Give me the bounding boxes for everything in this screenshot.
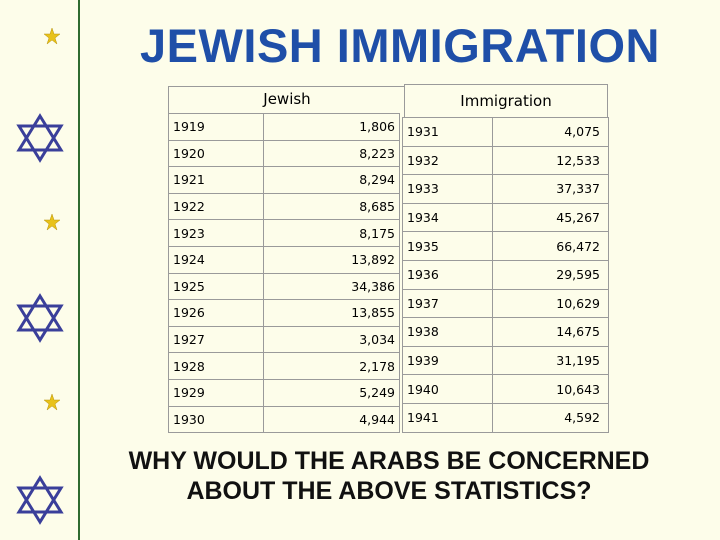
table-row: 1932 12,533	[402, 145, 609, 176]
year-cell: 1930	[168, 405, 264, 434]
year-cell: 1920	[168, 139, 264, 168]
year-cell: 1927	[168, 325, 264, 354]
table-row: 1923 8,175	[168, 219, 400, 247]
crescent-star-icon	[24, 16, 61, 56]
year-cell: 1939	[402, 345, 493, 376]
year-cell: 1923	[168, 219, 264, 247]
immigrant-count-cell: 29,595	[492, 259, 609, 290]
table-row: 1934 45,267	[402, 202, 609, 233]
table-row: 1925 34,386	[168, 272, 400, 301]
crescent-star-icon	[24, 202, 61, 242]
star-of-david-icon	[16, 475, 64, 525]
year-cell: 1928	[168, 352, 264, 380]
table-row: 1921 8,294	[168, 166, 400, 194]
table-row: 1936 29,595	[402, 259, 609, 290]
immigrant-count-cell: 66,472	[492, 231, 609, 261]
immigrant-count-cell: 37,337	[492, 174, 609, 204]
star-of-david-icon	[16, 113, 64, 163]
immigration-table-1931-1941: 1931 4,075 1932 12,533 1933 37,337 1934 45,267 1…	[402, 117, 609, 433]
table-row: 1941 4,592	[402, 402, 609, 433]
immigrant-count-cell: 10,643	[492, 374, 609, 404]
immigrant-count-cell: 14,675	[492, 317, 609, 347]
immigrant-count-cell: 2,178	[263, 352, 400, 380]
question-line-1: WHY WOULD THE ARABS BE CONCERNED	[128, 447, 650, 475]
table-row: 1939 31,195	[402, 345, 609, 376]
table-row: 1937 10,629	[402, 288, 609, 319]
immigrant-count-cell: 4,944	[263, 405, 400, 434]
table-row: 1920 8,223	[168, 139, 400, 168]
year-cell: 1940	[402, 374, 493, 404]
immigrant-count-cell: 31,195	[492, 345, 609, 376]
star-of-david-icon	[16, 293, 64, 343]
table-row: 1935 66,472	[402, 231, 609, 261]
crescent-star-icon	[24, 382, 61, 422]
year-cell: 1933	[402, 174, 493, 204]
table-row: 1924 13,892	[168, 245, 400, 274]
table-row: 1938 14,675	[402, 317, 609, 347]
year-cell: 1936	[402, 259, 493, 290]
year-cell: 1932	[402, 145, 493, 176]
header-immigration: Immigration	[404, 84, 608, 118]
discussion-question: WHY WOULD THE ARABS BE CONCERNED ABOUT T…	[84, 446, 694, 506]
year-cell: 1926	[168, 299, 264, 327]
immigrant-count-cell: 4,592	[492, 402, 609, 433]
table-row: 1929 5,249	[168, 378, 400, 407]
page-title: JEWISH IMMIGRATION	[140, 19, 660, 72]
table-row: 1933 37,337	[402, 174, 609, 204]
year-cell: 1938	[402, 317, 493, 347]
immigrant-count-cell: 4,075	[492, 117, 609, 147]
table-row: 1930 4,944	[168, 405, 400, 434]
immigrant-count-cell: 34,386	[263, 272, 400, 301]
year-cell: 1931	[402, 117, 493, 147]
immigrant-count-cell: 1,806	[263, 113, 400, 141]
immigrant-count-cell: 8,294	[263, 166, 400, 194]
year-cell: 1924	[168, 245, 264, 274]
year-cell: 1941	[402, 402, 493, 433]
year-cell: 1922	[168, 192, 264, 221]
immigrant-count-cell: 10,629	[492, 288, 609, 319]
immigrant-count-cell: 3,034	[263, 325, 400, 354]
immigrant-count-cell: 5,249	[263, 378, 400, 407]
immigrant-count-cell: 8,175	[263, 219, 400, 247]
immigrant-count-cell: 8,223	[263, 139, 400, 168]
table-row: 1919 1,806	[168, 113, 400, 141]
immigrant-count-cell: 8,685	[263, 192, 400, 221]
header-jewish: Jewish	[168, 86, 406, 113]
year-cell: 1925	[168, 272, 264, 301]
table-row: 1940 10,643	[402, 374, 609, 404]
sidebar	[0, 0, 80, 540]
immigration-table-1919-1930: 1919 1,806 1920 8,223 1921 8,294 1922 8,685 1923…	[168, 113, 400, 434]
immigrant-count-cell: 45,267	[492, 202, 609, 233]
immigrant-count-cell: 13,892	[263, 245, 400, 274]
year-cell: 1919	[168, 113, 264, 141]
year-cell: 1929	[168, 378, 264, 407]
year-cell: 1935	[402, 231, 493, 261]
immigrant-count-cell: 13,855	[263, 299, 400, 327]
year-cell: 1921	[168, 166, 264, 194]
table-row: 1926 13,855	[168, 299, 400, 327]
question-line-2: ABOUT THE ABOVE STATISTICS?	[186, 477, 592, 505]
table-row: 1928 2,178	[168, 352, 400, 380]
table-row: 1931 4,075	[402, 117, 609, 147]
table-row: 1922 8,685	[168, 192, 400, 221]
year-cell: 1934	[402, 202, 493, 233]
table-row: 1927 3,034	[168, 325, 400, 354]
year-cell: 1937	[402, 288, 493, 319]
immigrant-count-cell: 12,533	[492, 145, 609, 176]
